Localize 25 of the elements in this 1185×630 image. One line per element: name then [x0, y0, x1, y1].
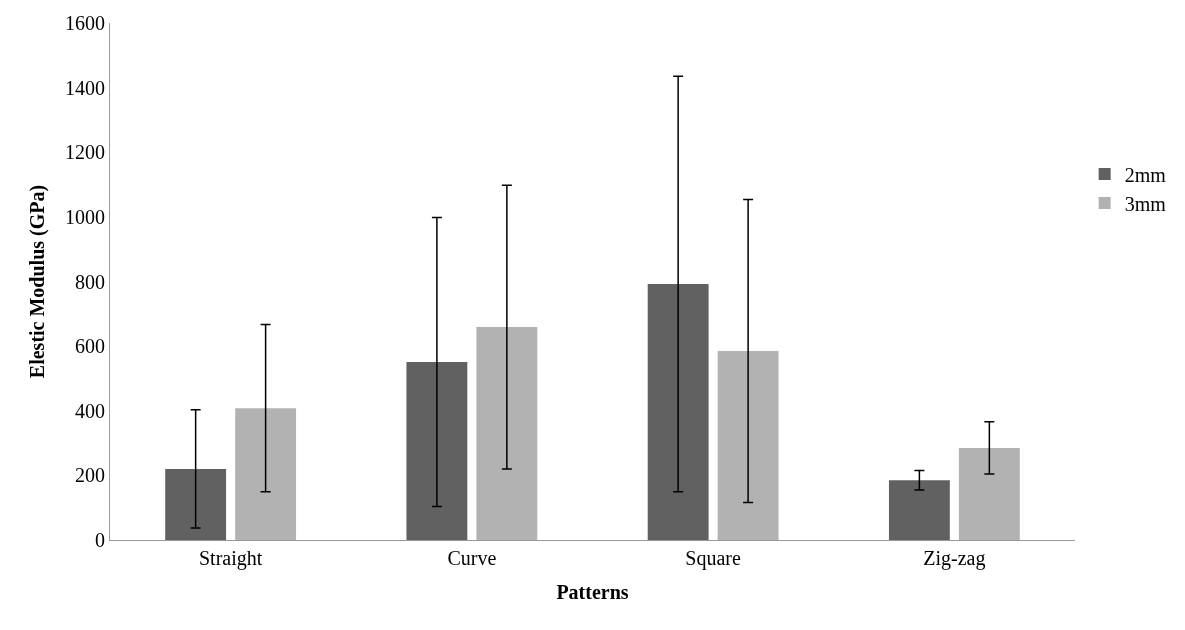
bar — [958, 447, 1020, 540]
bar — [476, 327, 538, 540]
bar — [717, 350, 779, 540]
y-tick-label: 800 — [75, 270, 105, 293]
legend-label: 3mm — [1124, 192, 1167, 215]
bar — [406, 361, 468, 540]
y-tick-label: 200 — [75, 464, 105, 487]
x-tick-label: Curve — [447, 547, 497, 569]
legend-label: 2mm — [1124, 163, 1167, 186]
bar — [888, 480, 950, 540]
x-tick-label: Zig-zag — [923, 547, 986, 570]
y-tick-label: 0 — [95, 529, 105, 551]
y-axis-title: Elestic Modulus (GPa) — [25, 184, 49, 379]
y-tick-label: 1400 — [65, 76, 105, 99]
y-tick-label: 400 — [75, 399, 105, 422]
y-tick-label: 600 — [75, 335, 105, 358]
y-tick-label: 1200 — [65, 141, 105, 164]
x-axis-title: Patterns — [556, 580, 629, 603]
y-tick-label: 1600 — [65, 12, 105, 34]
y-tick-label: 1000 — [65, 205, 105, 228]
x-tick-label: Straight — [198, 547, 263, 570]
bar — [647, 284, 709, 540]
bar — [235, 408, 297, 540]
x-tick-label: Square — [685, 547, 742, 570]
bar — [165, 468, 227, 540]
